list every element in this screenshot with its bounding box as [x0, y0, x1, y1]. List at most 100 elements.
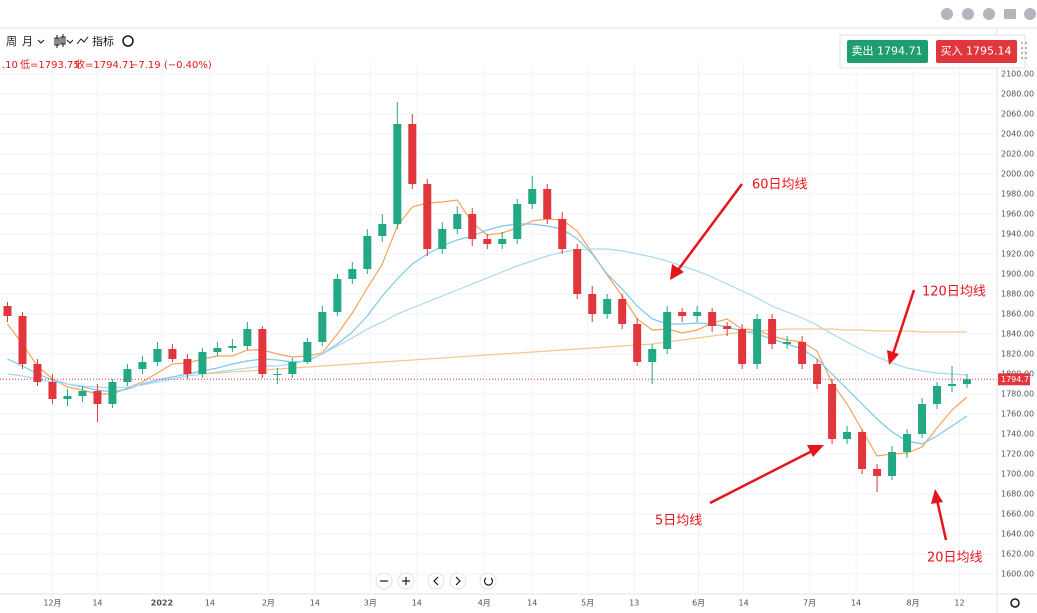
candle-body — [513, 204, 522, 239]
annotation: 120日均线 — [922, 285, 986, 300]
legend-change: −7.19 (−0.40%) — [130, 60, 212, 71]
x-tick-label: 12月 — [43, 599, 61, 608]
candle-body — [453, 214, 462, 229]
y-tick-label: 1860.00 — [1001, 310, 1034, 319]
candle-body — [948, 384, 957, 386]
y-tick-label: 1960.00 — [1001, 210, 1034, 219]
candle-body — [933, 386, 942, 404]
sell-button[interactable] — [847, 40, 928, 63]
candle-body — [678, 312, 687, 316]
candle-body — [918, 404, 927, 434]
top-icons[interactable] — [941, 8, 1036, 20]
sell-label[interactable]: 卖出 1794.71 — [852, 44, 923, 58]
y-tick-label: 1660.00 — [1001, 510, 1034, 519]
x-tick-label: 2022 — [151, 599, 173, 608]
x-tick-label: 14 — [412, 599, 422, 608]
y-tick-label: 1980.00 — [1001, 190, 1034, 199]
candle-body — [858, 432, 867, 469]
candle-body — [528, 189, 537, 204]
candle-body — [723, 326, 732, 329]
candle-body — [18, 316, 27, 364]
scroll-right[interactable] — [449, 572, 467, 590]
candle-body — [123, 369, 132, 382]
plot-area — [0, 102, 997, 492]
drag-handle[interactable] — [1021, 42, 1027, 59]
y-tick-label: 2040.00 — [1001, 130, 1034, 139]
candle-body — [303, 342, 312, 362]
last-price-box — [998, 373, 1030, 386]
y-tick-label: 1680.00 — [1001, 490, 1034, 499]
ma-line — [7, 248, 968, 389]
settings-icon[interactable] — [1010, 598, 1020, 608]
candle-body — [708, 312, 717, 326]
indicator-icon[interactable] — [76, 36, 89, 45]
x-tick-label: 14 — [92, 599, 102, 608]
dropdown-icon[interactable] — [66, 39, 74, 44]
y-tick-label: 1820.00 — [1001, 350, 1034, 359]
y-tick-label: 1740.00 — [1001, 430, 1034, 439]
y-tick-label: 1880.00 — [1001, 290, 1034, 299]
candle-body — [63, 396, 72, 399]
candle-body — [243, 329, 252, 346]
candle-body — [693, 312, 702, 316]
period-week[interactable]: 周 — [6, 35, 17, 48]
icon[interactable] — [962, 8, 974, 20]
buy-label[interactable]: 买入 1795.14 — [941, 45, 1012, 58]
x-tick-label: 8月 — [906, 599, 919, 608]
y-tick-label: 2100.00 — [1001, 70, 1034, 79]
period-month[interactable]: 月 — [22, 35, 33, 48]
candle-body — [888, 452, 897, 476]
x-tick-label: 6月 — [692, 599, 705, 608]
annotation: 20日均线 — [927, 551, 983, 566]
candle-body — [573, 249, 582, 294]
candle-body — [213, 348, 222, 352]
x-tick-label: 14 — [851, 599, 861, 608]
candle-body — [93, 391, 102, 404]
settings-icon[interactable] — [122, 35, 134, 47]
candle-body — [198, 352, 207, 374]
icon[interactable] — [983, 8, 995, 20]
candle-body — [903, 434, 912, 452]
y-tick-label: 1900.00 — [1001, 270, 1034, 279]
annotation: 60日均线 — [752, 178, 808, 193]
candle-body — [258, 329, 267, 374]
x-tick-label: 4月 — [478, 599, 491, 608]
x-tick-label: 14 — [739, 599, 749, 608]
icon[interactable] — [1024, 8, 1036, 20]
candle-body — [558, 219, 567, 249]
buy-button[interactable] — [936, 40, 1017, 63]
chart-type-icon[interactable] — [54, 34, 66, 48]
candle-body — [483, 239, 492, 244]
x-tick-label: 14 — [205, 599, 215, 608]
candle-body — [468, 214, 477, 239]
scroll-left[interactable] — [427, 572, 445, 590]
indicators-button[interactable]: 指标 — [92, 34, 114, 48]
nav-glyphs — [380, 576, 494, 586]
candle-body — [33, 364, 42, 382]
candle-body — [168, 349, 177, 359]
x-tick-label: 13 — [629, 599, 639, 608]
candle-body — [543, 189, 552, 219]
icon[interactable] — [941, 8, 953, 20]
y-tick-label: 2080.00 — [1001, 90, 1034, 99]
dropdown-icon[interactable] — [37, 39, 45, 44]
annotation-arrows — [670, 183, 948, 541]
y-tick-label: 1600.00 — [1001, 570, 1034, 579]
nav-controls[interactable] — [375, 572, 497, 590]
y-tick-label: 1940.00 — [1001, 230, 1034, 239]
y-tick-label: 1760.00 — [1001, 410, 1034, 419]
y-tick-label: 1720.00 — [1001, 450, 1034, 459]
reset[interactable] — [479, 572, 497, 590]
candle-body — [753, 319, 762, 364]
candle-body — [318, 312, 327, 342]
y-tick-label: 2020.00 — [1001, 150, 1034, 159]
candle-body — [963, 379, 972, 384]
candle-body — [363, 236, 372, 269]
y-tick-label: 1920.00 — [1001, 250, 1034, 259]
candle-body — [273, 374, 282, 375]
candle-body — [648, 349, 657, 362]
candle-body — [333, 279, 342, 312]
candle-body — [138, 362, 147, 369]
icon[interactable] — [1004, 9, 1016, 19]
candle-body — [738, 329, 747, 364]
